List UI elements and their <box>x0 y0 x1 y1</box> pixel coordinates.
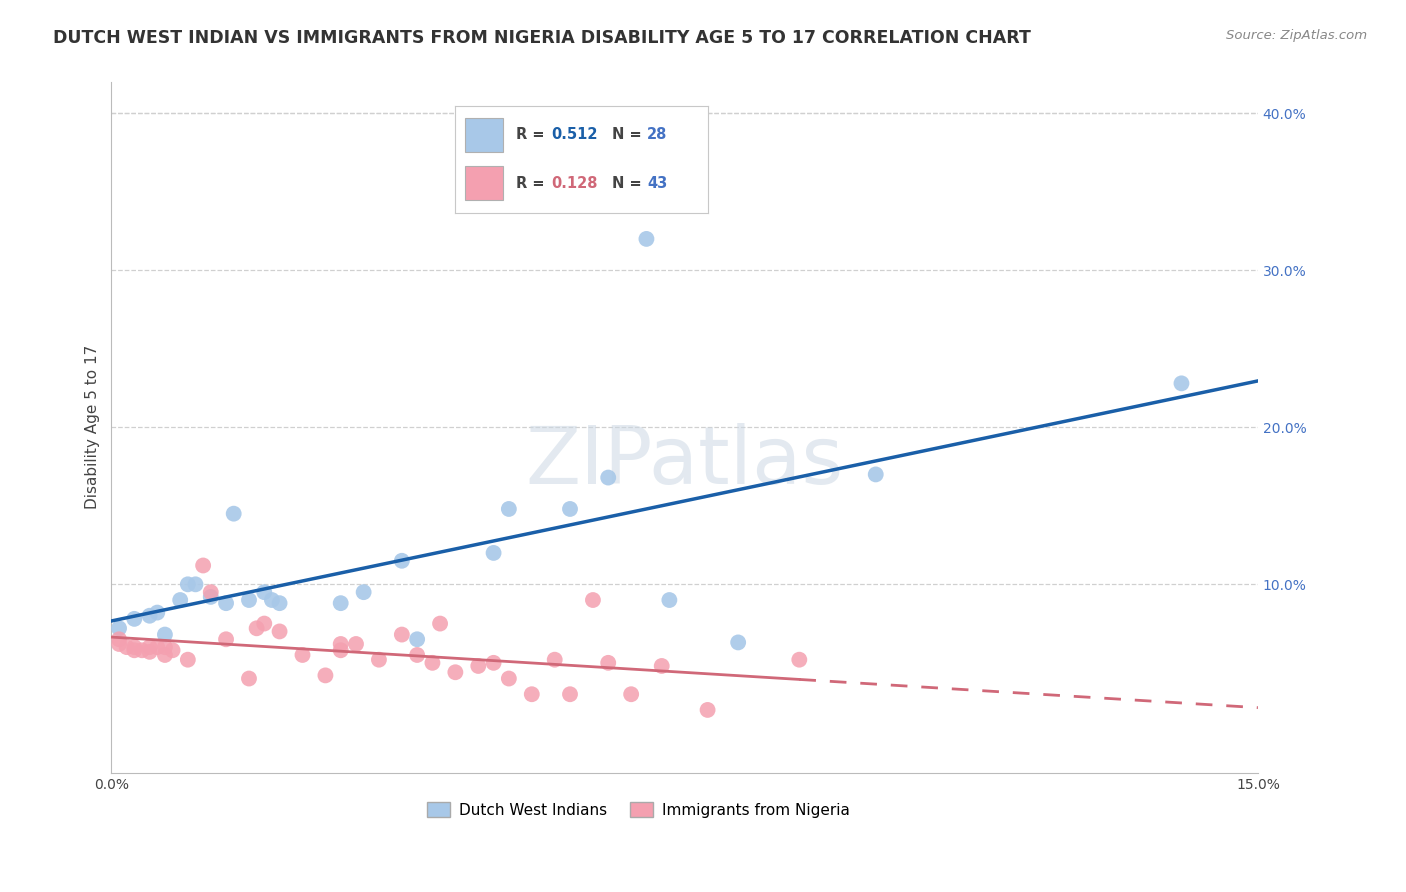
Point <box>406 632 429 647</box>
Point <box>131 643 153 657</box>
Point <box>727 635 749 649</box>
Point <box>558 687 581 701</box>
Point <box>260 593 283 607</box>
Point <box>582 593 605 607</box>
Point <box>124 640 146 654</box>
Point <box>482 656 505 670</box>
Point <box>865 467 887 482</box>
Point <box>696 703 718 717</box>
Point <box>636 232 658 246</box>
Legend: Dutch West Indians, Immigrants from Nigeria: Dutch West Indians, Immigrants from Nige… <box>422 796 856 824</box>
Point <box>422 656 444 670</box>
Point <box>108 632 131 647</box>
Point <box>169 593 191 607</box>
Point <box>191 558 214 573</box>
Point <box>153 627 176 641</box>
Point <box>368 653 391 667</box>
Point <box>344 637 367 651</box>
Point <box>787 653 810 667</box>
Text: ZIPatlas: ZIPatlas <box>526 423 844 501</box>
Point <box>598 656 620 670</box>
Point <box>429 616 451 631</box>
Point <box>124 612 146 626</box>
Point <box>353 585 375 599</box>
Point <box>658 593 681 607</box>
Point <box>146 606 169 620</box>
Point <box>482 546 505 560</box>
Point <box>620 687 643 701</box>
Point <box>314 668 336 682</box>
Point <box>253 585 276 599</box>
Point <box>124 643 146 657</box>
Point <box>269 596 291 610</box>
Point <box>108 637 131 651</box>
Point <box>115 640 138 654</box>
Point <box>184 577 207 591</box>
Point <box>498 502 520 516</box>
Point <box>467 659 489 673</box>
Point <box>138 608 160 623</box>
Point <box>138 640 160 654</box>
Point <box>177 577 200 591</box>
Point <box>1170 376 1192 391</box>
Point <box>444 665 467 680</box>
Point <box>238 593 260 607</box>
Point <box>153 640 176 654</box>
Text: Source: ZipAtlas.com: Source: ZipAtlas.com <box>1226 29 1367 42</box>
Point <box>146 640 169 654</box>
Point <box>391 554 413 568</box>
Point <box>598 470 620 484</box>
Point <box>269 624 291 639</box>
Point <box>200 590 222 604</box>
Y-axis label: Disability Age 5 to 17: Disability Age 5 to 17 <box>86 345 100 509</box>
Point <box>108 621 131 635</box>
Point <box>177 653 200 667</box>
Point <box>329 643 352 657</box>
Point <box>215 632 238 647</box>
Point <box>162 643 184 657</box>
Point <box>558 502 581 516</box>
Point <box>238 672 260 686</box>
Point <box>222 507 245 521</box>
Point <box>153 648 176 662</box>
Text: DUTCH WEST INDIAN VS IMMIGRANTS FROM NIGERIA DISABILITY AGE 5 TO 17 CORRELATION : DUTCH WEST INDIAN VS IMMIGRANTS FROM NIG… <box>53 29 1032 47</box>
Point <box>329 637 352 651</box>
Point <box>406 648 429 662</box>
Point <box>291 648 314 662</box>
Point <box>200 585 222 599</box>
Point <box>215 596 238 610</box>
Point <box>544 653 567 667</box>
Point <box>246 621 269 635</box>
Point <box>520 687 543 701</box>
Point <box>391 627 413 641</box>
Point <box>253 616 276 631</box>
Point <box>498 672 520 686</box>
Point <box>651 659 673 673</box>
Point <box>329 596 352 610</box>
Point <box>138 645 160 659</box>
